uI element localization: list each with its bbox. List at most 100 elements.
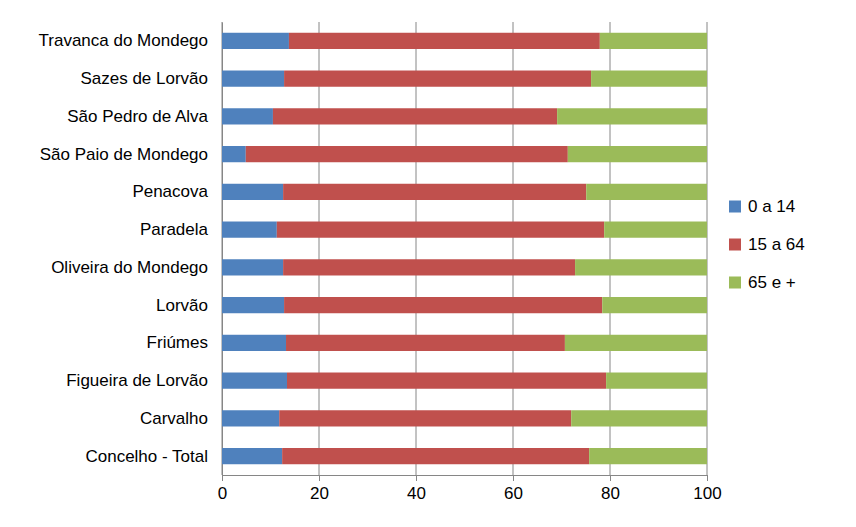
bar xyxy=(222,71,284,87)
tick-label: Paradela xyxy=(140,220,209,239)
tick-mark xyxy=(222,475,223,481)
bar xyxy=(277,222,604,238)
tick: 40 xyxy=(407,475,426,503)
bar xyxy=(222,33,289,49)
grid-line xyxy=(222,22,223,475)
tick-label: Oliveira do Mondego xyxy=(51,258,208,277)
tick-label: Travanca do Mondego xyxy=(39,31,208,50)
bar xyxy=(222,335,286,351)
bar xyxy=(222,448,282,464)
tick: Concelho - Total xyxy=(85,447,208,466)
tick-label: 20 xyxy=(310,484,329,503)
grid-line xyxy=(610,22,611,475)
bar xyxy=(565,335,707,351)
tick-label: Friúmes xyxy=(147,333,208,352)
bars-inner xyxy=(222,33,707,464)
tick: 0 xyxy=(218,475,227,503)
tick: Paradela xyxy=(140,220,209,239)
tick: 100 xyxy=(693,475,721,503)
tick: São Pedro de Alva xyxy=(67,107,208,126)
tick-label: São Paio de Mondego xyxy=(40,145,208,164)
tick-mark xyxy=(319,475,320,481)
bar xyxy=(591,71,707,87)
grid-line xyxy=(513,22,514,475)
grid-line xyxy=(416,22,417,475)
tick-mark xyxy=(610,475,611,481)
bar xyxy=(222,184,283,200)
tick-mark xyxy=(707,475,708,481)
tick: Oliveira do Mondego xyxy=(51,258,208,277)
tick-label: 0 xyxy=(218,484,227,503)
tick-label: Concelho - Total xyxy=(85,447,208,466)
tick-label: 100 xyxy=(693,484,721,503)
tick-label: Carvalho xyxy=(140,409,208,428)
tick-mark xyxy=(416,475,417,481)
bar xyxy=(283,184,586,200)
bar xyxy=(222,410,279,426)
tick-label: São Pedro de Alva xyxy=(67,107,208,126)
legend-swatch xyxy=(729,201,741,213)
bar xyxy=(222,297,284,313)
tick: 80 xyxy=(601,475,620,503)
tick-label: 60 xyxy=(504,484,523,503)
grid-line xyxy=(707,22,708,475)
bar xyxy=(222,222,277,238)
plot-area: 0 20 40 60 80 100 Travanca do Mondego Sazes de … xyxy=(39,22,722,503)
bar xyxy=(283,259,575,275)
tick: Travanca do Mondego xyxy=(39,31,208,50)
bar xyxy=(289,33,600,49)
bars xyxy=(222,33,707,464)
bar xyxy=(286,335,565,351)
grid-line xyxy=(319,22,320,475)
y-axis: Travanca do Mondego Sazes de Lorvão São Pe… xyxy=(39,23,223,476)
bar xyxy=(222,373,287,389)
bar xyxy=(586,184,707,200)
tick: 20 xyxy=(310,475,329,503)
bar xyxy=(571,410,707,426)
y-axis-line xyxy=(222,23,223,476)
bar xyxy=(282,448,589,464)
legend-item: 0 a 14 xyxy=(729,197,795,216)
bar xyxy=(568,146,707,162)
tick-label: Sazes de Lorvão xyxy=(80,69,208,88)
series xyxy=(557,33,707,464)
tick-label: 40 xyxy=(407,484,426,503)
bar xyxy=(602,297,707,313)
legend-item: 65 e + xyxy=(729,273,796,292)
tick: Carvalho xyxy=(140,409,208,428)
legend-item: 15 a 64 xyxy=(729,235,805,254)
series xyxy=(246,33,606,464)
chart: 0 20 40 60 80 100 Travanca do Mondego Sazes de … xyxy=(0,0,856,527)
tick-label: Penacova xyxy=(132,182,208,201)
bar xyxy=(284,71,591,87)
bar xyxy=(279,410,571,426)
bar xyxy=(284,297,602,313)
bar xyxy=(287,373,606,389)
bar xyxy=(222,108,273,124)
tick-mark xyxy=(513,475,514,481)
tick: Penacova xyxy=(132,182,208,201)
bar xyxy=(600,33,707,49)
tick: Lorvão xyxy=(156,296,208,315)
bar xyxy=(575,259,707,275)
tick-label: Lorvão xyxy=(156,296,208,315)
bar xyxy=(604,222,707,238)
tick: 60 xyxy=(504,475,523,503)
tick-label: 80 xyxy=(601,484,620,503)
x-axis-line xyxy=(223,475,708,476)
bar xyxy=(606,373,707,389)
bar xyxy=(246,146,568,162)
tick: São Paio de Mondego xyxy=(40,145,208,164)
bar xyxy=(589,448,707,464)
series xyxy=(222,33,289,464)
legend: 0 a 14 15 a 64 65 e + xyxy=(729,197,805,292)
x-axis: 0 20 40 60 80 100 xyxy=(218,475,722,503)
legend-label: 15 a 64 xyxy=(748,235,805,254)
tick: Figueira de Lorvão xyxy=(66,371,208,390)
bar xyxy=(222,259,283,275)
grid xyxy=(222,22,707,475)
legend-label: 65 e + xyxy=(748,273,796,292)
legend-swatch xyxy=(729,277,741,289)
legend-label: 0 a 14 xyxy=(748,197,795,216)
tick-label: Figueira de Lorvão xyxy=(66,371,208,390)
